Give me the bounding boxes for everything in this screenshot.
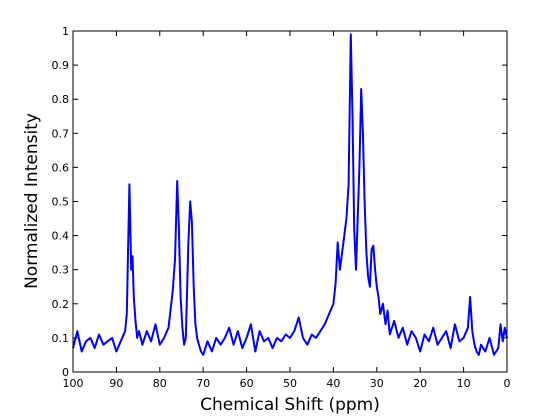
x-tick-label: 40 xyxy=(326,377,340,390)
y-tick-label: 0.1 xyxy=(52,332,70,345)
series-layer xyxy=(72,33,508,356)
x-tick-label: 100 xyxy=(63,377,84,390)
y-tick-label: 0 xyxy=(62,366,69,379)
plot-frame xyxy=(72,30,508,373)
y-tick-label: 0.5 xyxy=(52,196,70,209)
y-tick-label: 0.3 xyxy=(52,264,70,277)
y-tick-label: 1 xyxy=(62,25,69,38)
x-tick-label: 80 xyxy=(153,377,167,390)
x-tick-label: 0 xyxy=(504,377,511,390)
x-tick-label: 20 xyxy=(413,377,427,390)
y-axis-label: Normalized Intensity xyxy=(22,113,42,289)
x-tick-label: 50 xyxy=(283,377,297,390)
x-tick-label: 10 xyxy=(457,377,471,390)
x-tick-label: 60 xyxy=(240,377,254,390)
y-tick-label: 0.4 xyxy=(52,230,70,243)
series-line xyxy=(72,33,508,356)
plot-area xyxy=(73,31,507,372)
x-axis-label: Chemical Shift (ppm) xyxy=(200,395,380,415)
y-tick-label: 0.7 xyxy=(52,127,70,140)
axis-ticks: 100 90 80 70 60 50 40 30 20 10 000.10.20.30.40.50.… xyxy=(52,25,511,390)
y-tick-label: 0.2 xyxy=(52,298,70,311)
y-tick-label: 0.9 xyxy=(52,59,70,72)
y-tick-label: 0.8 xyxy=(52,93,70,106)
x-tick-label: 30 xyxy=(370,377,384,390)
y-tick-label: 0.6 xyxy=(52,161,70,174)
x-tick-label: 70 xyxy=(196,377,210,390)
x-tick-label: 90 xyxy=(109,377,123,390)
